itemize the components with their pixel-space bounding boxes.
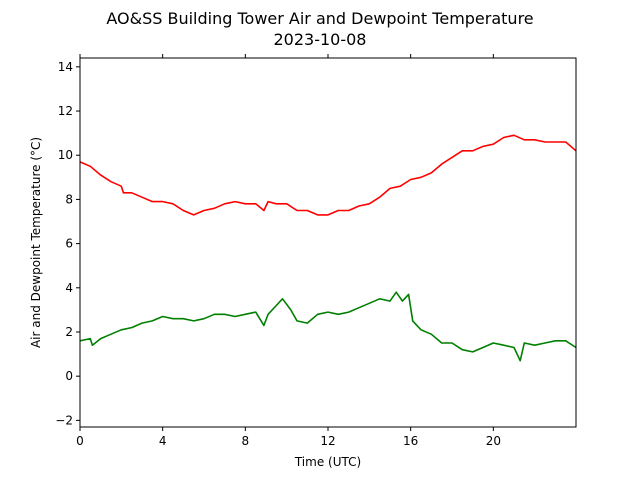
x-tick-label: 12 xyxy=(320,434,335,448)
y-tick-label: 14 xyxy=(58,60,73,74)
chart-title: AO&SS Building Tower Air and Dewpoint Te… xyxy=(106,9,533,28)
x-tick-label: 16 xyxy=(403,434,418,448)
plot-frame xyxy=(79,57,577,428)
x-tick-label: 4 xyxy=(159,434,167,448)
y-tick-label: 8 xyxy=(65,192,73,206)
x-tick-label: 0 xyxy=(76,434,84,448)
y-tick-label: 12 xyxy=(58,104,73,118)
chart-subtitle: 2023-10-08 xyxy=(274,30,367,49)
y-tick-label: 6 xyxy=(65,237,73,251)
y-tick-label: 0 xyxy=(65,369,73,383)
y-axis-label: Air and Dewpoint Temperature (°C) xyxy=(29,137,43,348)
x-tick-label: 20 xyxy=(486,434,501,448)
x-tick-label: 8 xyxy=(242,434,250,448)
plot-lines xyxy=(79,134,577,362)
y-tick-label: 2 xyxy=(65,325,73,339)
x-axis-label: Time (UTC) xyxy=(294,455,361,469)
y-tick-label: −2 xyxy=(55,413,73,427)
y-tick-label: 10 xyxy=(58,148,73,162)
series-line-1 xyxy=(79,291,577,362)
series-line-0 xyxy=(79,134,577,216)
y-tick-label: 4 xyxy=(65,281,73,295)
